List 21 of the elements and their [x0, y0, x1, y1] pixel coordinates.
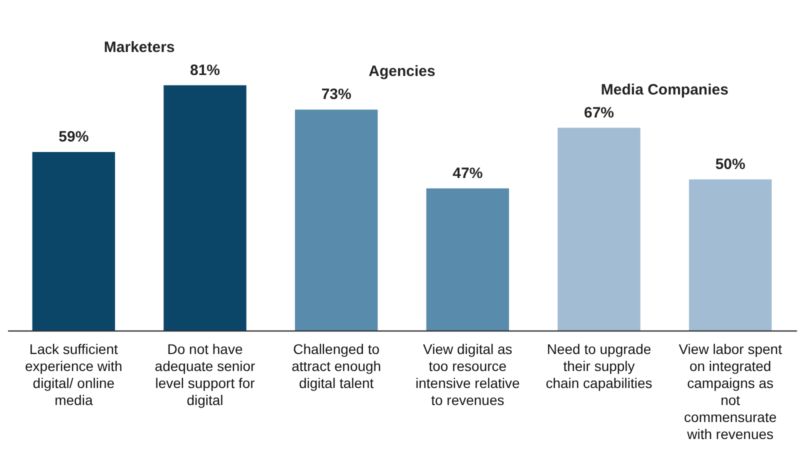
x-tick-label: View labor spent on integrated campaigns as not commensurate with revenues: [678, 340, 782, 442]
x-tick-label: Challenged to attract enough digital talent: [292, 340, 382, 391]
series-label: Media Companies: [600, 81, 728, 98]
bar: [426, 188, 510, 331]
x-tick-label: Need to upgrade their supply chain capabilities: [546, 340, 652, 391]
x-tick-label: Do not have adequate senior level support for digital: [154, 340, 256, 408]
bar: [688, 179, 772, 331]
data-label: 81%: [190, 62, 220, 79]
x-tick-label: View digital as too resource intensive relative to revenues: [416, 340, 520, 408]
bar: [294, 110, 378, 331]
data-label: 73%: [321, 86, 352, 104]
series-label: Marketers: [104, 38, 175, 56]
data-label: 59%: [58, 128, 89, 146]
bar: [32, 152, 116, 331]
series-label: Agencies: [368, 63, 436, 80]
data-label: 47%: [452, 165, 483, 182]
bar: [558, 128, 640, 331]
data-label: 50%: [715, 156, 746, 173]
data-label: 67%: [584, 104, 614, 122]
x-tick-label: Lack sufficient experience with digital/ online media: [25, 340, 122, 408]
bar: [164, 85, 246, 331]
